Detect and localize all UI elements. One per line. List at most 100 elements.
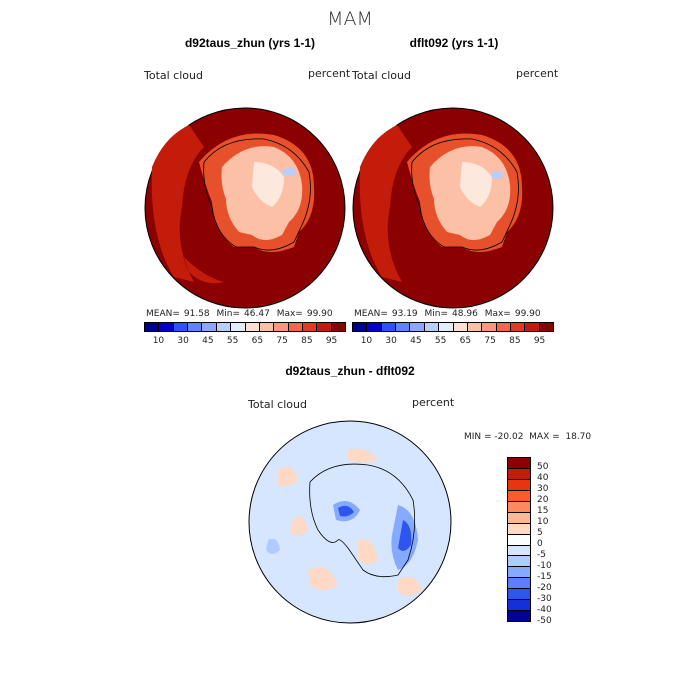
colorbar-swatch	[510, 323, 526, 331]
panel3-colorbar-ticks: 50 40 30 20 15 10 5 0 -5 -10 -15 -20 -30 -40 -50	[537, 457, 577, 626]
panel2-max-label: Max=	[484, 309, 511, 319]
panel1-min-label: Min=	[216, 309, 241, 319]
colorbar-swatch	[231, 323, 246, 331]
colorbar-swatch	[525, 323, 540, 331]
panel2-colorbar-ticks: 10 30 45 55 65 75 85 95	[352, 336, 554, 348]
colorbar-swatch	[508, 556, 530, 568]
colorbar-tick-label: 75	[276, 336, 288, 346]
colorbar-tick-label: 85	[509, 336, 521, 346]
colorbar-tick-label: 75	[484, 336, 496, 346]
panel1-polar-map	[144, 107, 346, 309]
positive-patch	[308, 567, 338, 590]
colorbar-tick-label: 30	[385, 336, 397, 346]
difference-field	[248, 420, 452, 624]
colorbar-swatch	[410, 323, 425, 331]
panel1-colorbar	[144, 322, 346, 332]
colorbar-swatch	[508, 578, 530, 590]
colorbar-swatch	[274, 323, 289, 331]
coastline	[411, 138, 519, 251]
colorbar-swatch	[288, 323, 303, 331]
strong-negative-patch	[338, 505, 354, 517]
positive-patch	[398, 576, 423, 596]
cloud-band-west	[151, 125, 204, 282]
positive-patch	[358, 539, 378, 565]
colorbar-tick-label: 55	[226, 336, 239, 346]
panel3-unit-label: percent	[412, 396, 455, 409]
colorbar-swatch	[439, 323, 454, 331]
panel1-max-label: Max=	[276, 309, 303, 319]
colorbar-tick-label: 30	[177, 336, 189, 346]
colorbar-swatch	[508, 479, 530, 491]
cloud-band-west	[359, 125, 412, 282]
colorbar-swatch	[508, 458, 530, 469]
colorbar-swatch	[508, 490, 530, 502]
colorbar-tick-label: -15	[537, 572, 552, 582]
colorbar-tick-label: 20	[537, 495, 549, 505]
panel2-unit-label: percent	[516, 67, 559, 80]
panel3-variable-label: Total cloud	[248, 398, 307, 411]
colorbar-tick-label: 65	[459, 336, 472, 346]
colorbar-tick-label: -10	[537, 561, 552, 571]
panel2-stats: MEAN= 93.19 Min= 48.96 Max= 99.90	[354, 309, 545, 319]
colorbar-swatch	[216, 323, 232, 331]
colorbar-tick-label: 95	[533, 336, 546, 346]
colorbar-tick-label: -20	[537, 583, 552, 593]
panel2-mean-label: MEAN=	[354, 309, 388, 319]
colorbar-swatch	[467, 323, 483, 331]
panel2-min-value: 48.96	[452, 309, 478, 319]
cloud-band-south	[184, 257, 224, 284]
colorbar-swatch	[508, 567, 530, 579]
colorbar-swatch	[367, 323, 382, 331]
panel1-max-value: 99.90	[306, 309, 333, 319]
coastline	[309, 463, 416, 578]
colorbar-tick-label: 15	[537, 506, 549, 516]
colorbar-tick-label: -50	[537, 616, 552, 626]
colorbar-tick-label: 10	[360, 336, 373, 346]
colorbar-swatch	[245, 323, 260, 331]
continent-interior	[252, 162, 284, 207]
panel1-min-value: 46.47	[244, 309, 270, 319]
continent-interior	[460, 162, 492, 207]
colorbar-swatch	[424, 323, 440, 331]
colorbar-swatch	[259, 323, 275, 331]
positive-patch	[290, 516, 308, 536]
colorbar-tick-label: 10	[537, 517, 549, 527]
panel3-colorbar	[507, 457, 531, 622]
panel2-variable-label: Total cloud	[352, 69, 411, 82]
colorbar-swatch	[508, 600, 530, 612]
panel1-unit-label: percent	[308, 67, 351, 80]
negative-patch	[266, 538, 280, 554]
colorbar-swatch	[508, 512, 530, 524]
colorbar-swatch	[539, 323, 554, 331]
colorbar-swatch	[331, 323, 346, 331]
colorbar-swatch	[508, 501, 530, 513]
colorbar-tick-label: -5	[537, 550, 546, 560]
panel1-stats: MEAN= 91.58 Min= 46.47 Max= 99.90	[146, 309, 337, 319]
low-cloud-spot	[491, 171, 503, 179]
colorbar-tick-label: 0	[537, 539, 543, 549]
panel2-min-label: Min=	[424, 309, 449, 319]
colorbar-tick-label: 30	[537, 484, 549, 494]
colorbar-swatch	[381, 323, 397, 331]
colorbar-swatch	[508, 523, 530, 535]
colorbar-swatch	[508, 468, 530, 480]
colorbar-tick-label: 40	[537, 473, 549, 483]
colorbar-swatch	[508, 589, 530, 601]
positive-patch	[348, 448, 378, 463]
positive-patch	[278, 466, 298, 487]
low-cloud-spot	[282, 168, 296, 176]
panel1-colorbar-ticks: 10 30 45 55 65 75 85 95	[144, 336, 346, 348]
colorbar-tick-label: 65	[251, 336, 264, 346]
panel2-max-value: 99.90	[514, 309, 541, 319]
colorbar-tick-label: -30	[537, 594, 552, 604]
colorbar-swatch	[508, 545, 530, 557]
colorbar-swatch	[317, 323, 332, 331]
season-title: MAM	[327, 8, 373, 30]
panel2-colorbar	[352, 322, 554, 332]
colorbar-swatch	[508, 534, 530, 546]
colorbar-swatch	[159, 323, 174, 331]
colorbar-swatch	[188, 323, 203, 331]
colorbar-tick-label: 45	[202, 336, 214, 346]
panel1-variable-label: Total cloud	[144, 69, 203, 82]
colorbar-swatch	[302, 323, 318, 331]
